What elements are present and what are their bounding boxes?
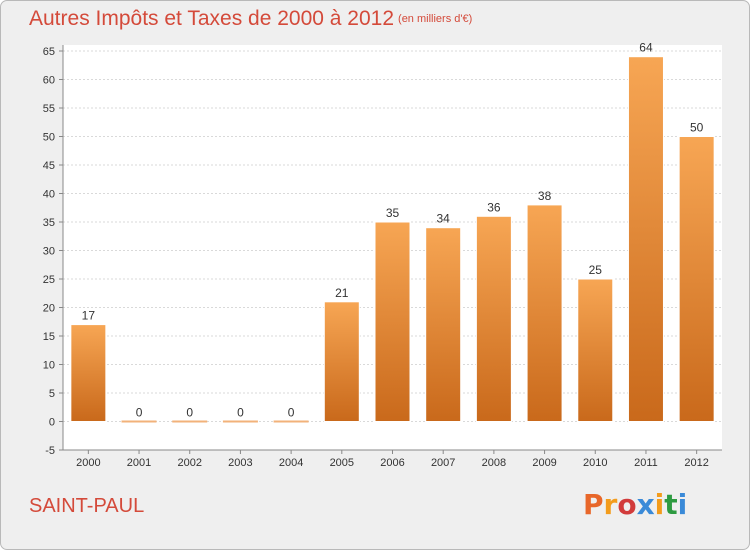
x-tick-label: 2007 (431, 457, 455, 469)
logo-letter: t (664, 488, 678, 521)
y-tick-label: 50 (43, 132, 55, 144)
x-tick-label: 2004 (279, 457, 303, 469)
y-tick-label: 25 (43, 274, 55, 286)
logo-letter: i (654, 488, 665, 521)
commune-name: SAINT-PAUL (29, 495, 145, 517)
bar (526, 204, 563, 422)
data-label: 50 (690, 121, 704, 135)
bar (678, 136, 715, 422)
bar (577, 278, 614, 422)
data-label: 0 (136, 406, 143, 420)
x-tick-label: 2012 (684, 457, 708, 469)
data-label: 36 (487, 200, 501, 214)
bar (172, 420, 208, 423)
x-tick-label: 2010 (583, 457, 607, 469)
y-tick-label: 15 (43, 331, 55, 343)
logo-letter: P (583, 488, 604, 521)
bar (627, 56, 664, 422)
chart-title: Autres Impôts et Taxes de 2000 à 2012 (en… (29, 7, 472, 31)
unit-label: (en milliers d'€) (398, 13, 473, 25)
data-label: 0 (288, 406, 295, 420)
data-label: 38 (538, 189, 552, 203)
bar (425, 227, 462, 422)
y-tick-label: 40 (43, 189, 55, 201)
bar (222, 420, 258, 423)
x-tick-label: 2006 (380, 457, 404, 469)
bar (374, 221, 411, 422)
y-tick-label: 5 (49, 388, 55, 400)
x-tick-label: 2005 (330, 457, 354, 469)
data-label: 0 (186, 406, 193, 420)
bar (475, 215, 512, 422)
bar (121, 420, 157, 423)
y-tick-label: 10 (43, 360, 55, 372)
y-tick-label: 45 (43, 160, 55, 172)
bar (70, 324, 107, 423)
x-tick-label: 2008 (482, 457, 506, 469)
data-label: 34 (437, 212, 451, 226)
bar (323, 301, 360, 422)
x-tick-label: 2003 (228, 457, 252, 469)
logo-letter: i (677, 488, 688, 521)
x-tick-label: 2011 (634, 457, 658, 469)
bar (273, 420, 309, 423)
title-text: Autres Impôts et Taxes de 2000 à 2012 (29, 7, 395, 30)
x-tick-label: 2001 (127, 457, 151, 469)
y-tick-label: 0 (49, 417, 55, 429)
y-tick-label: 30 (43, 246, 55, 258)
logo-letter: r (603, 488, 618, 521)
x-tick-label: 2002 (177, 457, 201, 469)
data-label: 17 (82, 309, 96, 323)
y-tick-label: 55 (43, 103, 55, 115)
data-label: 64 (639, 41, 653, 55)
y-tick-label: 60 (43, 75, 55, 87)
proxiti-logo: Proxiti (583, 488, 687, 521)
y-tick-label: 35 (43, 217, 55, 229)
logo-letter: o (617, 488, 637, 521)
y-tick-label: 20 (43, 303, 55, 315)
y-tick-label: -5 (45, 445, 55, 457)
y-tick-label: 65 (43, 46, 55, 58)
x-tick-label: 2009 (532, 457, 556, 469)
data-label: 0 (237, 406, 244, 420)
data-label: 25 (589, 263, 603, 277)
x-tick-label: 2000 (76, 457, 100, 469)
data-label: 21 (335, 286, 349, 300)
logo-letter: x (636, 488, 655, 521)
data-label: 35 (386, 206, 400, 220)
